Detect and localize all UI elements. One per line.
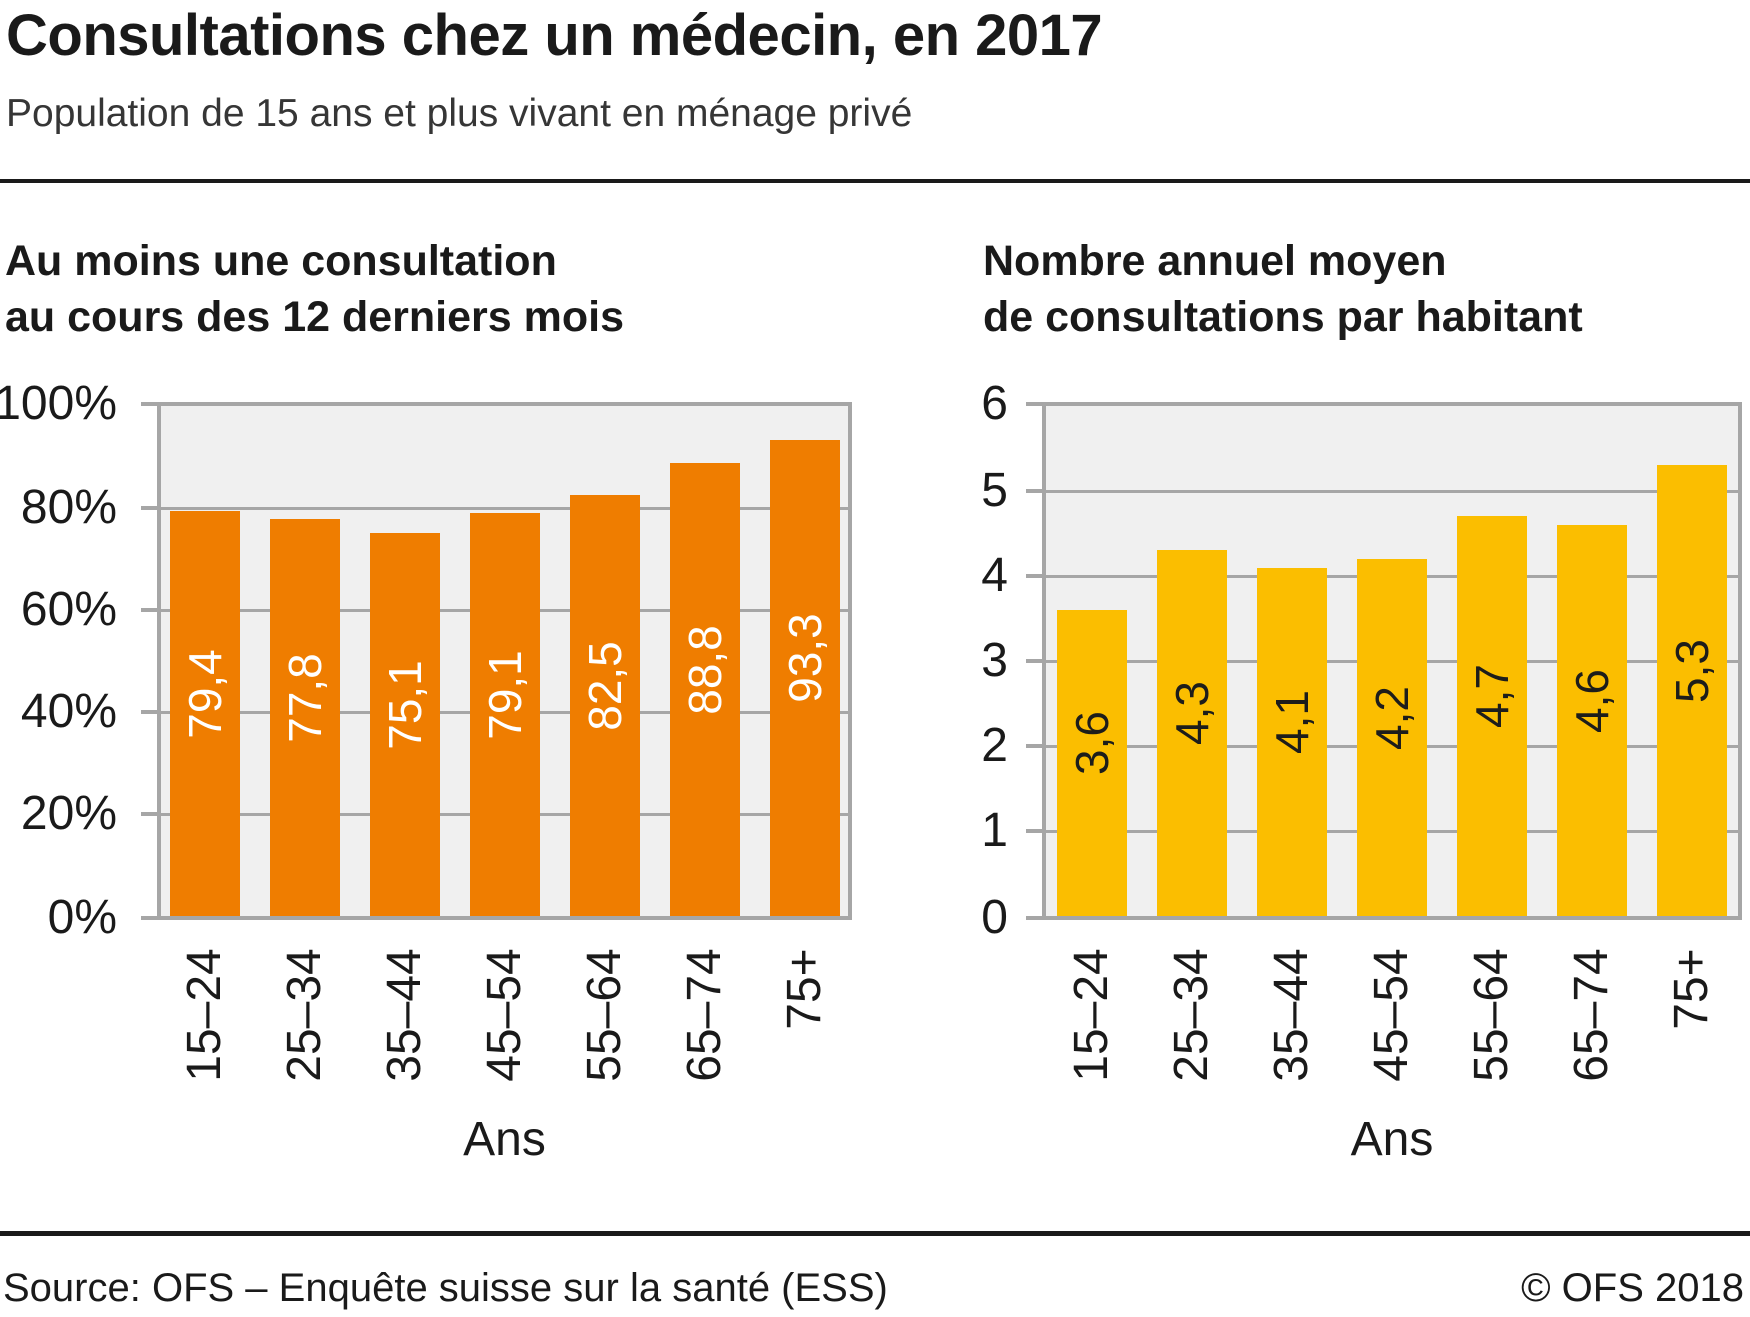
bar-35–44 bbox=[370, 533, 440, 916]
y-axis-label: 1 bbox=[981, 804, 1008, 857]
y-axis-label: 40% bbox=[20, 685, 117, 738]
y-axis-tick bbox=[1026, 489, 1042, 493]
bar-55–64 bbox=[1457, 516, 1527, 916]
y-axis-tick bbox=[1026, 402, 1042, 406]
bar-value-label: 82,5 bbox=[579, 640, 631, 731]
y-axis-label: 0 bbox=[981, 891, 1008, 944]
bar-15–24 bbox=[1057, 610, 1127, 916]
bar-value-label: 4,6 bbox=[1566, 668, 1618, 733]
bar-45–54 bbox=[470, 513, 540, 916]
x-axis-label: 25–34 bbox=[1165, 947, 1218, 1082]
y-axis-tick bbox=[141, 710, 157, 714]
page-title: Consultations chez un médecin, en 2017 bbox=[6, 3, 1103, 68]
y-axis-tick bbox=[141, 402, 157, 406]
footer-copyright: © OFS 2018 bbox=[1521, 1266, 1744, 1310]
bar-45–54 bbox=[1357, 559, 1427, 916]
x-axis-label: 65–74 bbox=[678, 947, 731, 1082]
bar-value-label: 4,7 bbox=[1466, 664, 1518, 728]
y-axis-label: 2 bbox=[981, 719, 1008, 772]
bar-55–64 bbox=[570, 495, 640, 916]
y-axis-label: 6 bbox=[981, 377, 1008, 430]
y-axis-tick bbox=[1026, 744, 1042, 748]
y-axis-label: 5 bbox=[981, 464, 1008, 517]
y-axis-tick bbox=[141, 916, 157, 920]
x-axis-label: 75+ bbox=[778, 947, 831, 1030]
chart2-title-line1: Nombre annuel moyen bbox=[983, 237, 1447, 285]
x-axis-label: 35–44 bbox=[1265, 947, 1318, 1082]
bar-value-label: 88,8 bbox=[679, 624, 731, 715]
y-axis-tick bbox=[1026, 916, 1042, 920]
page-subtitle: Population de 15 ans et plus vivant en m… bbox=[6, 92, 913, 135]
bar-25–34 bbox=[270, 519, 340, 916]
bar-value-label: 79,1 bbox=[479, 649, 531, 740]
y-axis-label: 4 bbox=[981, 549, 1008, 602]
x-axis-label: 15–24 bbox=[178, 947, 231, 1082]
bar-value-label: 77,8 bbox=[279, 652, 331, 743]
y-axis-label: 3 bbox=[981, 634, 1008, 687]
bar-value-label: 3,6 bbox=[1066, 711, 1118, 775]
bar-value-label: 4,1 bbox=[1266, 690, 1318, 754]
y-axis-tick bbox=[141, 812, 157, 816]
x-axis-label: 75+ bbox=[1665, 947, 1718, 1030]
y-axis-label: 60% bbox=[20, 583, 117, 636]
gridline bbox=[1046, 490, 1738, 493]
chart2-plot-area: 3,6 4,3 4,1 4,2 4,7 4,6 5,3 bbox=[1042, 402, 1742, 920]
bar-value-label: 4,2 bbox=[1366, 685, 1418, 750]
y-axis-tick bbox=[1026, 659, 1042, 663]
chart1-x-axis-title: Ans bbox=[463, 1113, 546, 1166]
x-axis-label: 25–34 bbox=[278, 947, 331, 1082]
x-axis-label: 65–74 bbox=[1565, 947, 1618, 1082]
bar-25–34 bbox=[1157, 550, 1227, 916]
x-axis-label: 55–64 bbox=[578, 947, 631, 1082]
gridline bbox=[161, 507, 848, 510]
x-axis-label: 35–44 bbox=[378, 947, 431, 1082]
y-axis-label: 80% bbox=[20, 481, 117, 534]
bar-75+ bbox=[1657, 465, 1727, 916]
x-axis-label: 55–64 bbox=[1465, 947, 1518, 1082]
y-axis-tick bbox=[1026, 829, 1042, 833]
bar-value-label: 5,3 bbox=[1666, 638, 1718, 703]
chart1-title: Au moins une consultation au cours des 1… bbox=[5, 234, 624, 346]
header-divider bbox=[0, 179, 1750, 183]
bar-value-label: 75,1 bbox=[379, 659, 431, 750]
chart1-title-line2: au cours des 12 derniers mois bbox=[5, 292, 624, 341]
chart2-title-line2: de consultations par habitant bbox=[983, 292, 1583, 341]
bar-65–74 bbox=[1557, 525, 1627, 916]
bar-65–74 bbox=[670, 463, 740, 916]
chart2-x-axis-title: Ans bbox=[1350, 1113, 1434, 1166]
y-axis-tick bbox=[141, 608, 157, 612]
chart2-title: Nombre annuel moyen de consultations par… bbox=[983, 234, 1583, 346]
x-axis-label: 45–54 bbox=[1365, 947, 1418, 1082]
y-axis-label: 20% bbox=[20, 787, 117, 840]
bar-value-label: 4,3 bbox=[1166, 681, 1218, 745]
bar-value-label: 79,4 bbox=[179, 648, 231, 739]
y-axis-tick bbox=[141, 506, 157, 510]
footer-divider bbox=[0, 1231, 1750, 1236]
y-axis-label: 0% bbox=[47, 891, 117, 944]
chart1-title-line1: Au moins une consultation bbox=[5, 237, 557, 285]
bar-15–24 bbox=[170, 511, 240, 916]
chart1-plot-area: 79,4 77,8 75,1 79,1 82,5 88,8 93,3 bbox=[157, 402, 852, 920]
x-axis-label: 15–24 bbox=[1065, 947, 1118, 1082]
y-axis-label: 100% bbox=[0, 377, 117, 430]
footer-source: Source: OFS – Enquête suisse sur la sant… bbox=[3, 1266, 888, 1310]
bar-35–44 bbox=[1257, 568, 1327, 916]
y-axis-tick bbox=[1026, 574, 1042, 578]
x-axis-label: 45–54 bbox=[478, 947, 531, 1082]
bar-75+ bbox=[770, 440, 840, 916]
